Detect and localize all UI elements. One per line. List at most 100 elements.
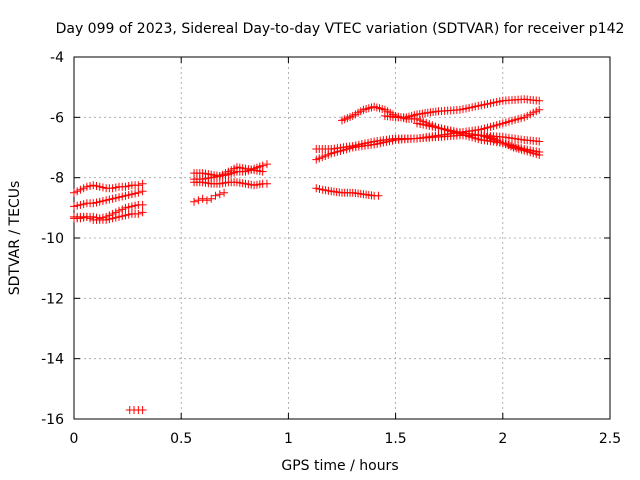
data-point	[312, 184, 321, 193]
data-point	[535, 96, 544, 105]
data-point	[124, 203, 133, 212]
data-point	[73, 187, 82, 196]
data-point	[98, 183, 107, 192]
chart-title: Day 099 of 2023, Sidereal Day-to-day VTE…	[56, 21, 625, 37]
data-point	[138, 208, 147, 217]
data-point	[127, 190, 136, 199]
data-point	[92, 198, 101, 207]
data-point	[86, 214, 95, 223]
data-point	[118, 192, 127, 201]
data-point	[124, 181, 133, 190]
data-point	[108, 184, 117, 193]
data-point	[207, 194, 216, 203]
data-point	[138, 187, 147, 196]
data-point	[79, 184, 88, 193]
data-point	[89, 181, 98, 190]
data-point	[76, 200, 85, 209]
data-point	[374, 191, 383, 200]
data-point	[535, 151, 544, 160]
y-tick-label: -16	[41, 412, 64, 428]
data-point	[89, 199, 98, 208]
axis-ticks	[73, 56, 611, 420]
data-point	[215, 190, 224, 199]
data-point	[202, 196, 211, 205]
data-point	[115, 212, 124, 221]
data-point	[102, 215, 111, 224]
data-point	[111, 213, 120, 222]
data-series-14	[380, 95, 544, 122]
data-point	[138, 200, 147, 209]
data-point	[118, 212, 127, 221]
data-point	[95, 182, 104, 191]
data-points	[70, 95, 544, 414]
data-point	[105, 215, 114, 224]
data-point	[262, 179, 271, 188]
x-tick-label: 0	[70, 431, 79, 447]
x-axis-label: GPS time / hours	[281, 458, 398, 474]
data-series-8	[190, 178, 271, 190]
data-point	[102, 196, 111, 205]
data-point	[108, 194, 117, 203]
y-tick-label: -8	[50, 171, 64, 187]
data-point	[105, 195, 114, 204]
data-series-1	[70, 179, 147, 197]
data-point	[262, 160, 271, 169]
data-point	[535, 137, 544, 146]
data-point	[220, 188, 229, 197]
data-point	[79, 200, 88, 209]
data-point	[82, 182, 91, 191]
data-point	[134, 181, 143, 190]
data-point	[131, 189, 140, 198]
data-point	[121, 211, 130, 220]
data-point	[198, 194, 207, 203]
data-point	[194, 196, 203, 205]
data-point	[118, 205, 127, 214]
data-point	[134, 209, 143, 218]
y-tick-labels: -4 -6 -8 -10 -12 -14 -16	[41, 50, 64, 428]
data-point	[315, 184, 324, 193]
x-tick-labels: 0 0.5 1 1.5 2 2.5	[70, 431, 622, 447]
data-point	[134, 188, 143, 197]
data-point	[82, 212, 91, 221]
data-point	[124, 191, 133, 200]
x-tick-label: 2	[498, 431, 507, 447]
data-point	[121, 191, 130, 200]
data-series-9	[190, 188, 229, 206]
data-point	[115, 193, 124, 202]
y-tick-label: -4	[50, 50, 64, 66]
data-point	[121, 182, 130, 191]
x-tick-label: 1	[284, 431, 293, 447]
data-series-10	[312, 184, 383, 200]
data-point	[111, 194, 120, 203]
y-tick-label: -6	[50, 110, 64, 126]
data-series-5	[125, 405, 147, 414]
data-point	[70, 202, 78, 211]
data-point	[131, 201, 140, 210]
data-point	[108, 214, 117, 223]
data-series-15	[413, 119, 544, 160]
data-point	[98, 197, 107, 206]
data-point	[127, 202, 136, 211]
data-point	[138, 179, 147, 188]
data-point	[111, 183, 120, 192]
data-series-2	[70, 187, 147, 211]
data-point	[95, 197, 104, 206]
x-tick-label: 2.5	[599, 431, 621, 447]
grid-lines	[74, 57, 610, 419]
y-tick-label: -14	[41, 352, 64, 368]
data-point	[121, 203, 130, 212]
y-tick-label: -12	[41, 291, 64, 307]
data-point	[73, 201, 82, 210]
x-tick-label: 0.5	[170, 431, 192, 447]
data-point	[138, 405, 147, 414]
data-point	[124, 210, 133, 219]
data-series-4	[70, 208, 147, 224]
data-point	[76, 185, 85, 194]
y-tick-label: -10	[41, 231, 64, 247]
data-point	[70, 188, 78, 197]
x-tick-label: 1.5	[384, 431, 406, 447]
data-point	[211, 191, 220, 200]
data-point	[190, 197, 199, 206]
y-axis-label: SDTVAR / TECUs	[7, 181, 23, 296]
